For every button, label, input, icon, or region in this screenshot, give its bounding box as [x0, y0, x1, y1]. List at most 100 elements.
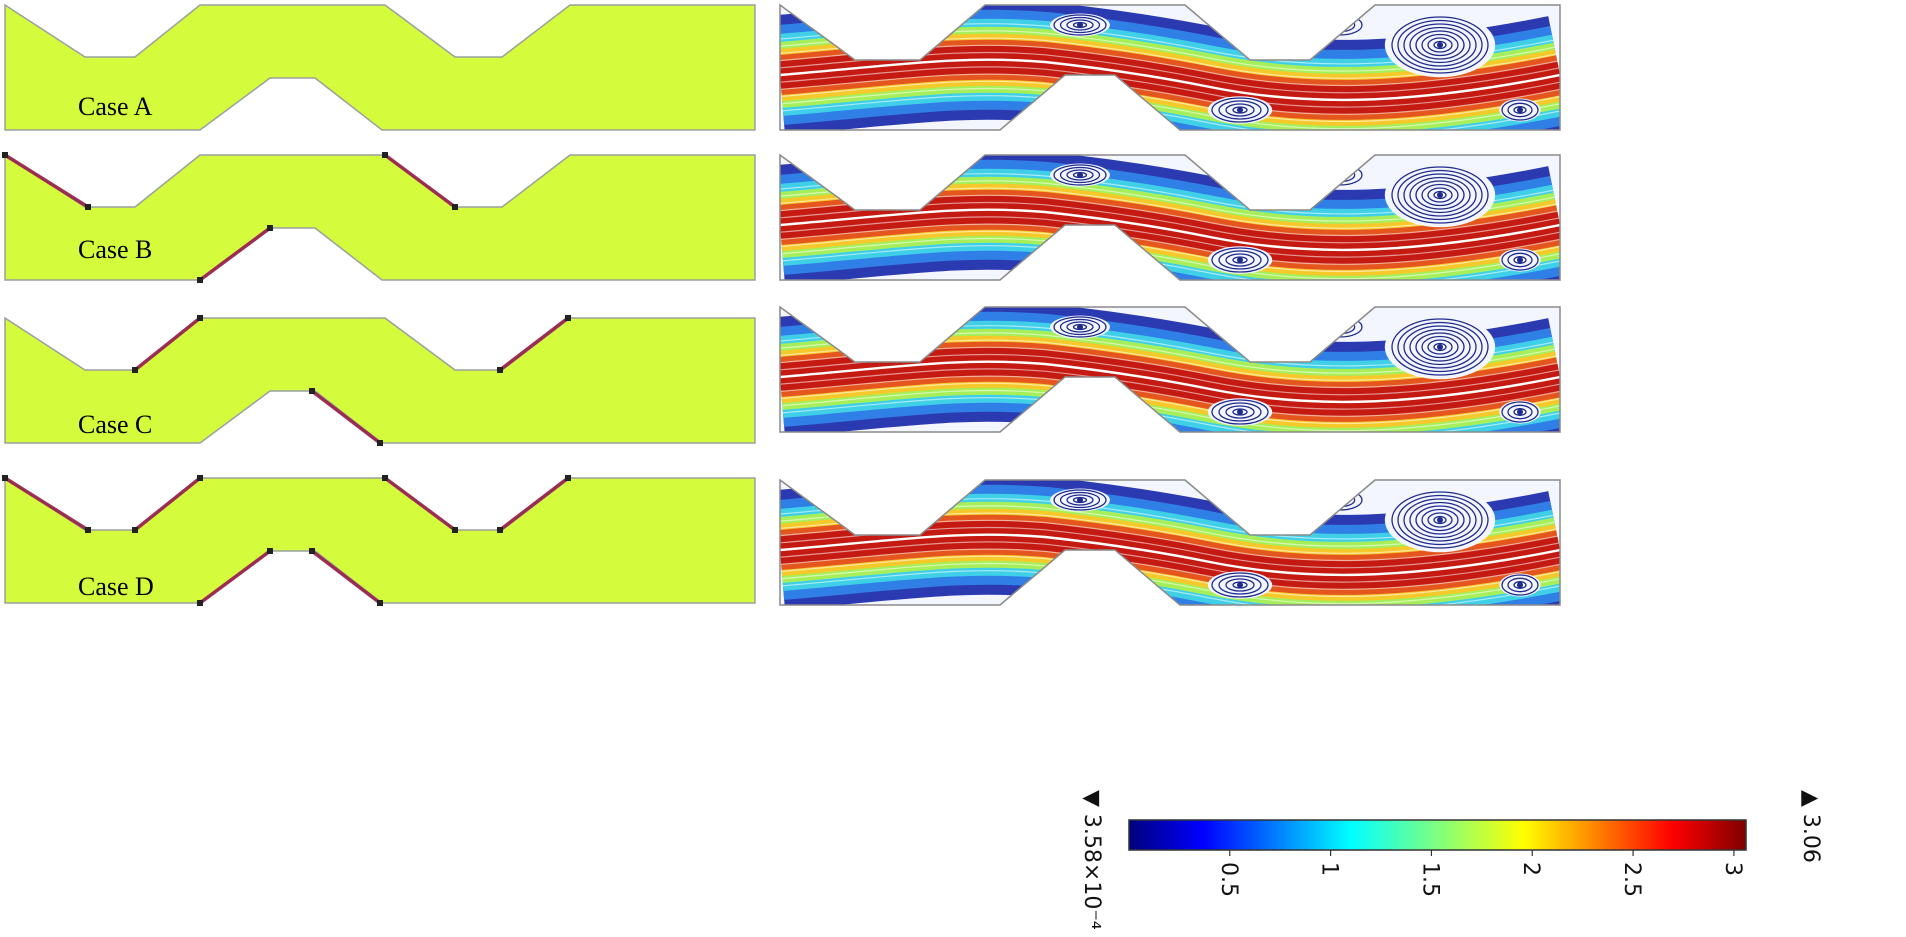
vortex	[1499, 248, 1541, 272]
vortex	[1384, 487, 1496, 553]
electrode-node	[197, 600, 203, 606]
flow-panel	[779, 478, 1561, 606]
case-label: Case D	[78, 572, 154, 601]
colorbar-tick-label: 1.5	[1417, 862, 1442, 897]
velocity-field	[780, 155, 1560, 280]
geometry-panels: Case A Case B Case C Case D	[2, 3, 756, 606]
colorbar-tick-label: 0.5	[1216, 862, 1241, 897]
channel-outline	[779, 305, 1561, 433]
vortex	[1314, 488, 1366, 512]
colorbar-min-label: ▼ 3.58×10⁻⁴	[1079, 790, 1104, 930]
electrode-node	[85, 204, 91, 210]
channel-outline	[779, 478, 1561, 606]
electrode-top-right-1	[133, 316, 202, 372]
electrode-node	[197, 475, 203, 481]
streamline	[780, 541, 1560, 583]
vortex	[1384, 314, 1496, 380]
streamline	[780, 73, 1560, 115]
flow-panel	[779, 153, 1561, 281]
geometry-panel: Case A	[4, 3, 756, 131]
electrode-bottom-left	[198, 549, 272, 605]
vortex	[1499, 400, 1541, 424]
streamline	[780, 223, 1560, 265]
electrode-node	[267, 225, 273, 231]
electrode-node	[565, 475, 571, 481]
electrode-top-right-1	[133, 476, 202, 532]
streamline	[780, 548, 1560, 590]
electrode-node	[382, 475, 388, 481]
electrode-node	[2, 152, 8, 158]
electrode-node	[452, 527, 458, 533]
streamline	[780, 216, 1560, 258]
electrode-top-left-2	[383, 153, 457, 209]
vortex	[1050, 315, 1110, 339]
velocity-field	[780, 5, 1560, 130]
colorbar-tick-label: 1	[1317, 862, 1342, 876]
electrode-bottom-right	[310, 549, 382, 605]
electrode-node	[132, 527, 138, 533]
electrode-top-left-1	[4, 153, 89, 209]
geometry-panel: Case D	[2, 475, 756, 606]
electrode-node	[197, 277, 203, 283]
colorbar-tick-label: 2	[1518, 862, 1543, 876]
vortex	[1207, 96, 1273, 124]
electrode-node	[377, 600, 383, 606]
streamline	[780, 58, 1560, 102]
streamline	[780, 66, 1560, 108]
vortex	[1314, 315, 1366, 339]
electrode-node	[309, 548, 315, 554]
streamline	[780, 533, 1560, 577]
electrode-node	[85, 527, 91, 533]
flow-panels	[779, 3, 1561, 606]
colorbar: 0.5 1 1.5 2 2.5 3 ▼ 3.58×10⁻⁴ ▲ 3.06	[1079, 790, 1823, 930]
flow-panel	[779, 3, 1561, 131]
electrode-node	[497, 367, 503, 373]
electrode-node	[452, 204, 458, 210]
colorbar-tick-label: 2.5	[1619, 862, 1644, 897]
channel-outline	[779, 153, 1561, 281]
vortex	[1314, 163, 1366, 187]
streamline	[780, 375, 1560, 417]
electrode-node	[377, 440, 383, 446]
streamline	[780, 368, 1560, 410]
electrode-node	[132, 367, 138, 373]
electrode-bottom-left	[198, 226, 272, 282]
vortex	[1050, 488, 1110, 512]
streamline	[780, 208, 1560, 252]
channel-outline	[779, 3, 1561, 131]
colorbar-ticks: 0.5 1 1.5 2 2.5 3	[1216, 850, 1745, 897]
channel-domain	[4, 3, 756, 131]
streamline	[780, 555, 1560, 598]
vortex	[1207, 571, 1273, 599]
geometry-panel: Case C	[4, 315, 756, 446]
case-label: Case B	[78, 235, 152, 264]
colorbar-tick-label: 3	[1720, 862, 1745, 876]
electrode-top-right-2	[498, 316, 570, 372]
streamline	[780, 360, 1560, 404]
streamline	[780, 230, 1560, 273]
case-label: Case A	[78, 92, 153, 121]
colorbar-max-label: ▲ 3.06	[1798, 790, 1823, 863]
velocity-field	[780, 307, 1560, 432]
electrode-top-left-1	[4, 476, 89, 532]
electrode-node	[197, 315, 203, 321]
colorbar-gradient	[1128, 819, 1747, 851]
electrode-bottom-right	[310, 389, 382, 445]
vortex	[1050, 13, 1110, 37]
electrode-node	[497, 527, 503, 533]
flow-panel	[779, 305, 1561, 433]
electrode-node	[309, 388, 315, 394]
streamline	[780, 80, 1560, 123]
electrode-top-left-2	[383, 476, 457, 532]
vortex	[1207, 246, 1273, 274]
streamline	[780, 382, 1560, 425]
electrode-node	[565, 315, 571, 321]
electrode-top-right-2	[498, 476, 570, 532]
vortex	[1499, 573, 1541, 597]
vortex	[1050, 163, 1110, 187]
velocity-field	[780, 480, 1560, 605]
vortex	[1384, 162, 1496, 228]
vortex	[1384, 12, 1496, 78]
geometry-panel: Case B	[2, 152, 756, 283]
